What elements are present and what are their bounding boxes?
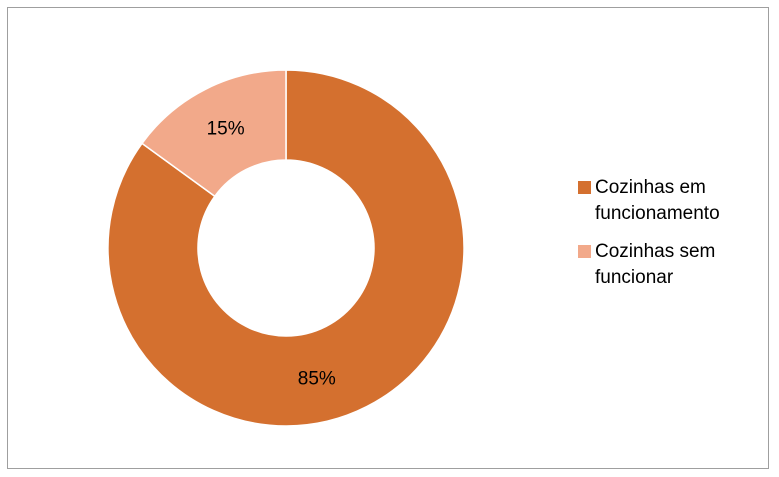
legend-swatch-cozinhas-em-funcionamento [578, 181, 591, 194]
legend-swatch-cozinhas-sem-funcionar [578, 245, 591, 258]
legend-item-cozinhas-sem-funcionar: Cozinhas sem funcionar [578, 239, 778, 291]
donut-slices [107, 69, 465, 427]
legend-label-cozinhas-em-funcionamento: Cozinhas em funcionamento [595, 177, 720, 224]
legend-item-cozinhas-em-funcionamento: Cozinhas em funcionamento [578, 175, 778, 227]
data-label-cozinhas-em-funcionamento: 85% [298, 368, 336, 389]
legend-label-cozinhas-sem-funcionar: Cozinhas sem funcionar [595, 241, 716, 288]
data-labels: 85% 15% [207, 119, 336, 390]
slice-cozinhas-em-funcionamento [107, 69, 465, 427]
slice-cozinhas-sem-funcionar [140, 69, 287, 198]
legend: Cozinhas em funcionamento Cozinhas sem f… [578, 175, 778, 303]
data-label-cozinhas-sem-funcionar: 15% [207, 119, 245, 140]
